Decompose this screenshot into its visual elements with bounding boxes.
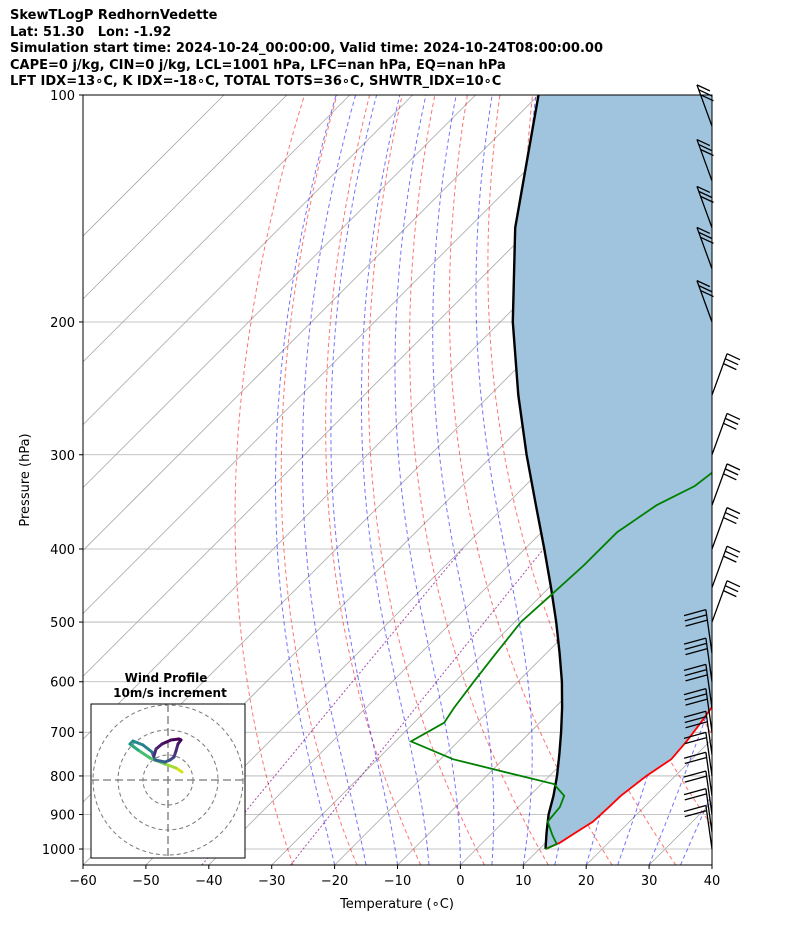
title-line-location: Lat: 51.30 Lon: -1.92 (10, 24, 172, 40)
hodograph-segment (136, 748, 152, 760)
title-line-indices: LFT IDX=13∘C, K IDX=-18∘C, TOTAL TOTS=36… (10, 74, 502, 89)
y-tick-label: 500 (50, 616, 75, 631)
dry-adiabat (280, 95, 358, 865)
wind-barb (711, 507, 741, 550)
wind-barb (683, 751, 713, 796)
y-tick-label: 300 (50, 449, 75, 464)
profile-layer (408, 95, 712, 850)
wind-barb (683, 663, 713, 709)
x-tick-label: −60 (69, 874, 96, 889)
y-axis-title: Pressure (hPa) (18, 433, 33, 526)
wind-barb (683, 770, 713, 815)
wind-barb (683, 804, 713, 850)
x-tick-label: −40 (195, 874, 222, 889)
wind-profile-inset: Wind Profile 10m/s increment (90, 671, 246, 859)
wind-barb (683, 637, 713, 682)
axes-layer: −60 −50 −40 −30 −20 −10 0 10 20 30 40 100 200 300 400 5… (42, 89, 720, 889)
wind-barb (711, 412, 741, 455)
wind-barb (696, 185, 714, 228)
parcel-profile-line (511, 95, 564, 850)
x-tick-label: −20 (321, 874, 348, 889)
isotherm-line (83, 95, 476, 489)
y-tick-label: 1000 (42, 843, 75, 858)
dry-adiabat (325, 95, 422, 865)
y-tick-label: 200 (50, 316, 75, 331)
wind-barb (711, 580, 741, 623)
isotherm-line (83, 95, 225, 237)
inset-subtitle: 10m/s increment (113, 686, 227, 700)
dry-adiabat (409, 95, 549, 865)
moist-adiabat (711, 863, 712, 865)
y-tick-label: 800 (50, 770, 75, 785)
x-tick-label: 0 (456, 874, 464, 889)
hodograph-segment (128, 742, 140, 752)
wind-barb (683, 710, 713, 755)
x-tick-label: 10 (515, 874, 532, 889)
isotherm-line (83, 95, 351, 363)
hodograph-segment (131, 739, 145, 747)
wind-barb (683, 609, 713, 654)
isotherm-line (83, 95, 539, 552)
dry-adiabat (728, 95, 794, 865)
isotherm-line (83, 95, 602, 614)
wind-barbs-layer (683, 84, 741, 850)
title-line-times: Simulation start time: 2024-10-24_00:00:… (10, 41, 603, 56)
dry-adiabat (367, 95, 485, 865)
wind-barb (696, 84, 714, 127)
moist-adiabat (475, 95, 533, 865)
wind-barb (711, 545, 741, 588)
moist-adiabat (302, 95, 367, 865)
x-tick-label: 20 (578, 874, 595, 889)
wind-barb (696, 138, 714, 182)
temperature-line (545, 705, 712, 850)
hodograph-segment (152, 747, 158, 758)
wind-barb (683, 788, 713, 833)
dry-adiabat (448, 95, 613, 865)
isotherm-line (83, 95, 288, 300)
wind-barb (683, 731, 713, 777)
title-line-cape: CAPE=0 j/kg, CIN=0 j/kg, LCL=1001 hPa, L… (10, 57, 506, 73)
hodograph-segment (163, 762, 178, 770)
moist-adiabat (330, 95, 398, 865)
hodograph-segment (141, 743, 154, 754)
moist-adiabat (361, 95, 430, 865)
hodograph-segment (153, 758, 167, 764)
dry-adiabat (761, 95, 794, 865)
y-tick-label: 100 (50, 89, 75, 104)
wind-barb (683, 688, 713, 733)
isotherm-line (397, 549, 712, 865)
title-line-station: SkewTLogP RedhornVedette (10, 8, 218, 23)
isotherm-line (83, 95, 413, 426)
x-tick-label: 40 (704, 874, 721, 889)
x-tick-label: −30 (258, 874, 285, 889)
shading-layer (512, 95, 712, 849)
mixing-ratio-line (201, 548, 463, 865)
isotherm-line (334, 487, 712, 865)
moist-adiabat (394, 95, 461, 865)
parcel-shading (512, 95, 712, 849)
x-tick-label: −10 (384, 874, 411, 889)
y-tick-label: 400 (50, 543, 75, 558)
y-tick-label: 700 (50, 726, 75, 741)
y-tick-label: 900 (50, 809, 75, 824)
inset-title: Wind Profile (125, 671, 208, 685)
hodograph-segment (160, 738, 173, 746)
mixing-ratio-line (290, 548, 544, 865)
wind-barb (696, 226, 714, 269)
wind-barb (711, 463, 741, 506)
moist-adiabat (648, 698, 712, 865)
x-axis-title: Temperature (∘C) (339, 897, 454, 912)
x-tick-label: 30 (641, 874, 658, 889)
isotherm-line (711, 864, 712, 865)
y-tick-label: 600 (50, 676, 75, 691)
dewpoint-line (408, 471, 712, 850)
moist-adiabat (432, 95, 495, 865)
title-block: SkewTLogP RedhornVedette Lat: 51.30 Lon: … (10, 8, 603, 91)
x-tick-label: −50 (132, 874, 159, 889)
wind-barb (711, 353, 741, 396)
dry-adiabat (234, 95, 305, 865)
wind-barb (696, 280, 714, 323)
moist-adiabat (275, 95, 337, 865)
